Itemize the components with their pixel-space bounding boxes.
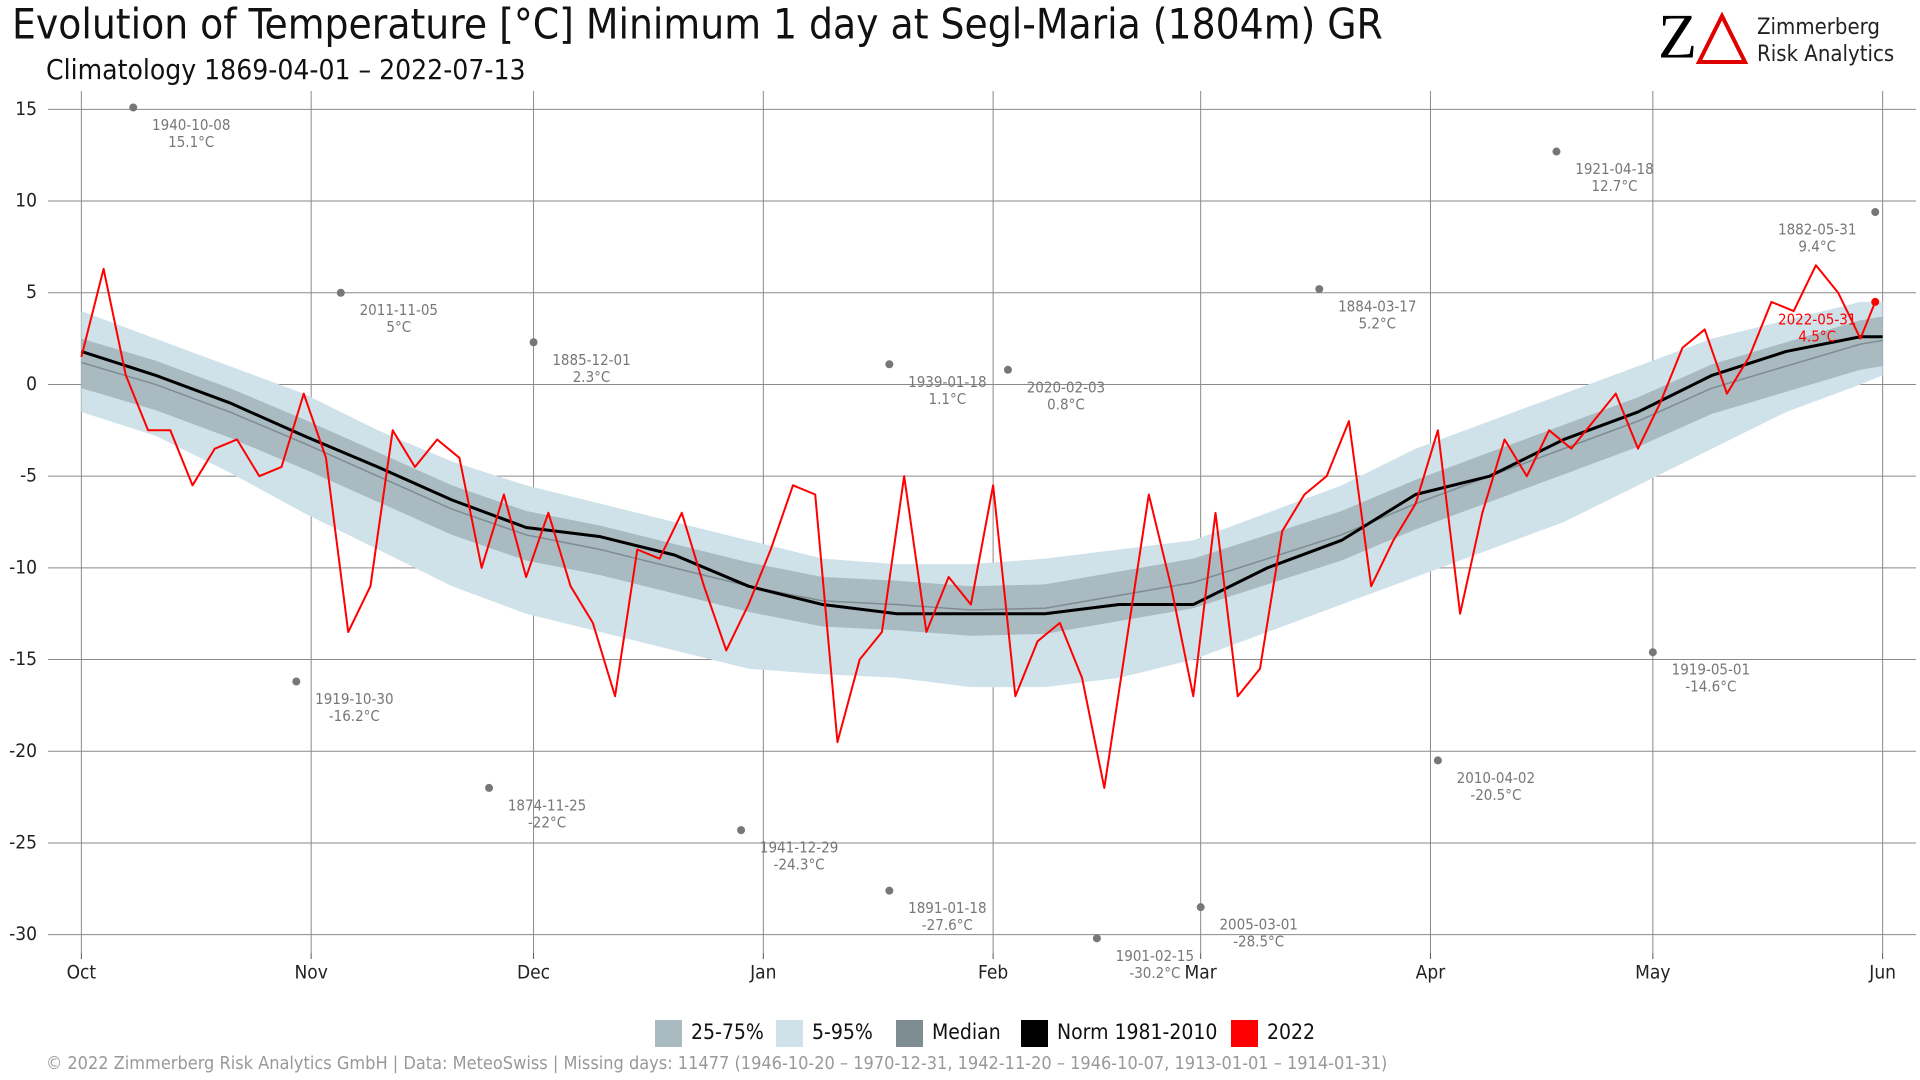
y-tick-label: 0 xyxy=(26,373,37,395)
record-value: -24.3°C xyxy=(774,856,825,874)
legend-swatch xyxy=(655,1020,682,1047)
record-date: 1874-11-25 xyxy=(508,796,586,814)
legend-swatch xyxy=(896,1020,923,1047)
record-value: 4.5°C xyxy=(1798,327,1836,345)
record-point xyxy=(1552,147,1561,156)
record-date: 2005-03-01 xyxy=(1219,916,1297,934)
record-date: 1882-05-31 xyxy=(1778,221,1856,239)
record-point xyxy=(129,103,138,112)
record-value: 9.4°C xyxy=(1798,238,1836,256)
record-value: -27.6°C xyxy=(922,916,973,934)
record-point xyxy=(1092,934,1101,943)
logo-line2: Risk Analytics xyxy=(1757,42,1894,67)
record-date: 1919-10-30 xyxy=(315,690,393,708)
x-tick-label: Feb xyxy=(978,962,1008,984)
band xyxy=(81,316,1883,636)
record-value: 15.1°C xyxy=(168,133,214,151)
x-tick-label: Jun xyxy=(1868,962,1896,984)
record-value: 5°C xyxy=(386,318,411,336)
record-point xyxy=(1648,648,1657,657)
y-tick-label: 15 xyxy=(15,98,37,120)
record-date: 2020-02-03 xyxy=(1027,378,1105,396)
band xyxy=(81,301,1883,688)
record-point xyxy=(485,783,494,792)
record-value: 12.7°C xyxy=(1591,177,1637,195)
record-point xyxy=(1871,297,1880,306)
record-date: 1939-01-18 xyxy=(908,373,986,391)
y-tick-label: -10 xyxy=(9,556,37,578)
record-point xyxy=(336,288,345,297)
record-value: -16.2°C xyxy=(329,707,380,725)
record-point xyxy=(1315,285,1324,294)
record-date: 1921-04-18 xyxy=(1575,160,1653,178)
y-tick-label: -25 xyxy=(9,831,37,853)
record-point xyxy=(1871,208,1880,217)
legend-label: 5-95% xyxy=(812,1020,873,1044)
x-tick-label: Dec xyxy=(517,962,550,984)
record-point xyxy=(1196,903,1205,912)
record-value: -20.5°C xyxy=(1470,786,1521,804)
record-value: -28.5°C xyxy=(1233,933,1284,951)
legend-label: Norm 1981-2010 xyxy=(1057,1020,1217,1044)
record-date: 1901-02-15 xyxy=(1116,947,1194,965)
logo-line1: Zimmerberg xyxy=(1757,15,1880,40)
legend-label: Median xyxy=(932,1020,1001,1044)
chart-subtitle: Climatology 1869-04-01 – 2022-07-13 xyxy=(46,53,526,86)
line xyxy=(81,339,1883,611)
logo-triangle xyxy=(1695,11,1749,64)
line xyxy=(80,264,1877,789)
record-date: 1941-12-29 xyxy=(760,839,838,857)
record-date: 2011-11-05 xyxy=(360,301,438,319)
record-date: 1885-12-01 xyxy=(552,351,630,369)
logo-mark: Z xyxy=(1658,1,1697,72)
footer: © 2022 Zimmerberg Risk Analytics GmbH | … xyxy=(46,1053,1387,1074)
x-tick-label: Nov xyxy=(294,962,327,984)
record-date: 1919-05-01 xyxy=(1672,661,1750,679)
record-point xyxy=(737,826,746,835)
record-value: -22°C xyxy=(528,813,566,831)
legend-swatch xyxy=(1021,1020,1048,1047)
x-tick-label: Apr xyxy=(1416,962,1447,984)
x-tick-label: Mar xyxy=(1185,962,1218,984)
record-value: -14.6°C xyxy=(1685,678,1736,696)
x-tick-label: May xyxy=(1635,962,1670,984)
legend-label: 25-75% xyxy=(691,1020,764,1044)
record-value: 0.8°C xyxy=(1047,395,1085,413)
y-tick-label: -30 xyxy=(9,923,37,945)
y-tick-label: 5 xyxy=(26,281,37,303)
y-tick-label: -5 xyxy=(20,465,37,487)
record-point xyxy=(529,338,538,347)
record-value: 1.1°C xyxy=(929,390,967,408)
logo: Z Zimmerberg Risk Analytics xyxy=(1658,1,1894,72)
record-point xyxy=(1003,365,1012,374)
legend-swatch xyxy=(1231,1020,1258,1047)
legend-swatch xyxy=(776,1020,803,1047)
y-tick-label: -20 xyxy=(9,740,37,762)
record-value: 5.2°C xyxy=(1358,315,1396,333)
record-date: 2022-05-31 xyxy=(1778,310,1856,328)
chart-title: Evolution of Temperature [°C] Minimum 1 … xyxy=(12,0,1383,49)
legend-label: 2022 xyxy=(1267,1020,1315,1044)
record-value: -30.2°C xyxy=(1129,964,1180,982)
x-tick-label: Jan xyxy=(749,962,776,984)
record-point xyxy=(292,677,301,686)
y-tick-label: 10 xyxy=(15,190,37,212)
record-date: 1884-03-17 xyxy=(1338,298,1416,316)
record-point xyxy=(1433,756,1442,765)
record-date: 2010-04-02 xyxy=(1457,769,1535,787)
record-point xyxy=(885,360,894,369)
y-tick-label: -15 xyxy=(9,648,37,670)
x-tick-label: Oct xyxy=(67,962,97,984)
record-date: 1940-10-08 xyxy=(152,116,230,134)
record-date: 1891-01-18 xyxy=(908,899,986,917)
record-value: 2.3°C xyxy=(573,368,611,386)
record-point xyxy=(885,886,894,895)
